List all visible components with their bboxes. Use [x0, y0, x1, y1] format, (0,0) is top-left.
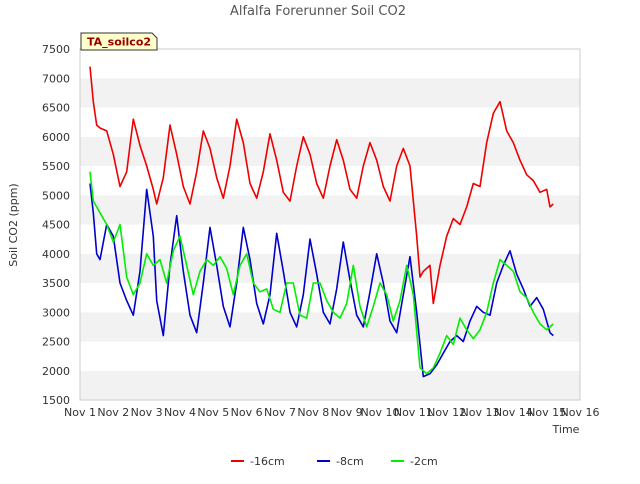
- y-tick-label: 6500: [42, 102, 70, 115]
- x-tick-label: Nov 7: [264, 406, 296, 419]
- y-tick-label: 2000: [42, 365, 70, 378]
- x-tick-label: Nov 6: [231, 406, 263, 419]
- x-tick-label: Nov 2: [97, 406, 129, 419]
- series-line-16cmcm: [89, 66, 554, 305]
- grid-band: [80, 370, 580, 400]
- chart-title: Alfalfa Forerunner Soil CO2: [230, 4, 406, 19]
- x-tick-label: Nov 16: [561, 406, 600, 419]
- y-tick-label: 2500: [42, 336, 70, 349]
- grid-band: [80, 195, 580, 225]
- plot-area: [79, 48, 581, 401]
- y-tick-label: 5500: [42, 160, 70, 173]
- legend-label: -16cm: [250, 455, 285, 468]
- site-label-badge: TA_soilco2: [80, 32, 158, 51]
- x-tick-label: Nov 13: [461, 406, 500, 419]
- grid-band: [80, 166, 580, 196]
- grid-band: [80, 224, 580, 254]
- y-tick-label: 4000: [42, 248, 70, 261]
- y-tick-label: 3500: [42, 277, 70, 290]
- x-tick-label: Nov 14: [494, 406, 533, 419]
- x-tick-label: Nov 11: [394, 406, 433, 419]
- x-axis-ticks: Nov 1 Nov 2 Nov 3 Nov 4 Nov 5 Nov 6 Nov 7 Nov 8…: [64, 406, 599, 419]
- y-axis-ticks: 1500 2000 2500 3000 3500 4000 4500 5000 5500 6000…: [42, 43, 70, 407]
- series-line-8cmcm: [89, 183, 554, 378]
- y-tick-label: 5000: [42, 189, 70, 202]
- legend: -16cm -8cm -2cm: [231, 455, 438, 468]
- grid-band: [80, 107, 580, 137]
- x-tick-label: Nov 1: [64, 406, 96, 419]
- x-tick-label: Nov 9: [331, 406, 363, 419]
- grid-band: [80, 341, 580, 371]
- x-tick-label: Nov 3: [131, 406, 163, 419]
- x-tick-label: Nov 12: [427, 406, 466, 419]
- y-tick-label: 7500: [42, 43, 70, 56]
- x-tick-label: Nov 8: [297, 406, 329, 419]
- series-lines: [89, 66, 554, 378]
- x-tick-label: Nov 4: [164, 406, 196, 419]
- x-axis-label: Time: [552, 423, 580, 436]
- series-line-2cmcm: [89, 171, 554, 375]
- grid-band: [80, 136, 580, 166]
- y-tick-label: 1500: [42, 394, 70, 407]
- y-tick-label: 6000: [42, 131, 70, 144]
- x-tick-label: Nov 5: [197, 406, 229, 419]
- y-axis-label: Soil CO2 (ppm): [7, 183, 20, 266]
- y-tick-label: 4500: [42, 219, 70, 232]
- grid-band: [80, 312, 580, 342]
- grid-band: [80, 78, 580, 108]
- legend-label: -2cm: [410, 455, 438, 468]
- y-tick-label: 3000: [42, 306, 70, 319]
- plot-background-bands: [80, 49, 580, 400]
- grid-band: [80, 49, 580, 79]
- x-tick-label: Nov 15: [527, 406, 566, 419]
- site-label-text: TA_soilco2: [87, 36, 151, 49]
- legend-label: -8cm: [336, 455, 364, 468]
- site-label-box: [80, 32, 158, 51]
- y-tick-label: 7000: [42, 72, 70, 85]
- x-tick-label: Nov 10: [361, 406, 400, 419]
